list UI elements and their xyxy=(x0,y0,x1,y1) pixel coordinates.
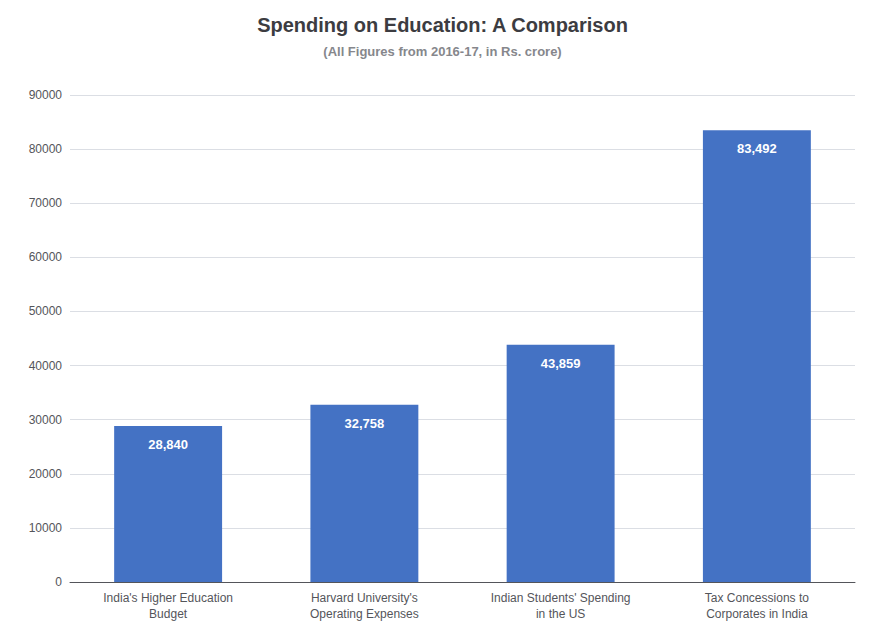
svg-text:(All Figures from 2016-17, in: (All Figures from 2016-17, in Rs. crore) xyxy=(323,44,561,59)
svg-text:Corporates in India: Corporates in India xyxy=(706,607,808,621)
svg-text:in the US: in the US xyxy=(536,607,585,621)
svg-text:50000: 50000 xyxy=(29,304,63,318)
svg-text:90000: 90000 xyxy=(29,88,63,102)
svg-text:60000: 60000 xyxy=(29,250,63,264)
svg-text:Tax Concessions to: Tax Concessions to xyxy=(705,591,809,605)
svg-text:Spending on Education: A Compa: Spending on Education: A Comparison xyxy=(257,14,628,36)
svg-text:20000: 20000 xyxy=(29,467,63,481)
svg-text:Operating Expenses: Operating Expenses xyxy=(310,607,419,621)
svg-text:43,859: 43,859 xyxy=(541,356,581,371)
svg-text:70000: 70000 xyxy=(29,196,63,210)
svg-text:30000: 30000 xyxy=(29,413,63,427)
svg-text:32,758: 32,758 xyxy=(344,416,384,431)
svg-text:Budget: Budget xyxy=(149,607,188,621)
svg-text:India's Higher Education: India's Higher Education xyxy=(103,591,233,605)
svg-text:28,840: 28,840 xyxy=(148,437,188,452)
svg-text:80000: 80000 xyxy=(29,142,63,156)
svg-text:83,492: 83,492 xyxy=(737,141,777,156)
svg-text:40000: 40000 xyxy=(29,359,63,373)
svg-text:0: 0 xyxy=(55,575,62,589)
svg-text:10000: 10000 xyxy=(29,521,63,535)
svg-text:Harvard University's: Harvard University's xyxy=(311,591,418,605)
svg-text:Indian Students' Spending: Indian Students' Spending xyxy=(491,591,631,605)
